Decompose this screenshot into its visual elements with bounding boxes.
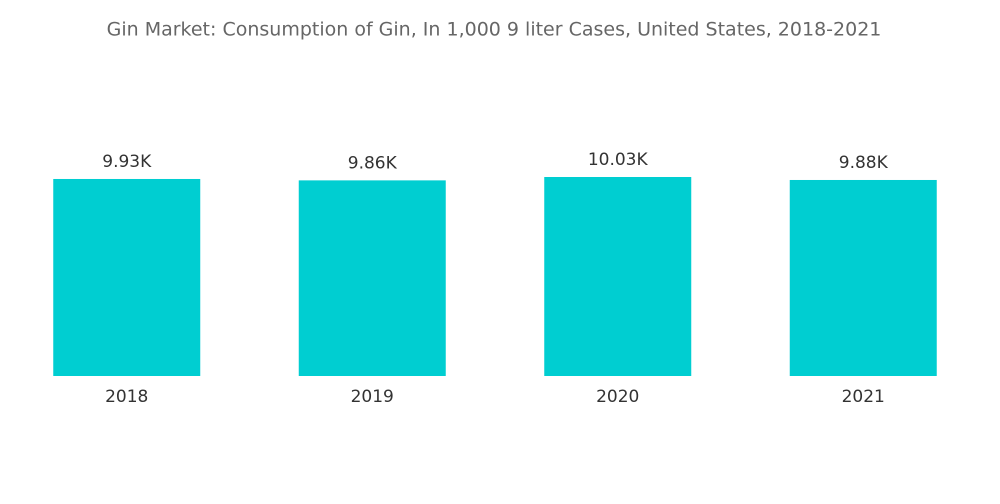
value-label: 9.88K: [839, 153, 889, 173]
bar: [298, 180, 446, 376]
x-tick-label: 2021: [842, 387, 885, 407]
value-label: 9.86K: [348, 153, 398, 173]
value-label: 9.93K: [102, 152, 152, 172]
chart-title: Gin Market: Consumption of Gin, In 1,000…: [107, 19, 882, 41]
value-label: 10.03K: [588, 150, 649, 170]
bar: [789, 179, 937, 376]
bar: [53, 178, 201, 376]
bar: [544, 177, 692, 376]
x-tick-label: 2018: [105, 387, 148, 407]
x-tick-label: 2020: [596, 387, 639, 407]
x-tick-label: 2019: [351, 387, 394, 407]
